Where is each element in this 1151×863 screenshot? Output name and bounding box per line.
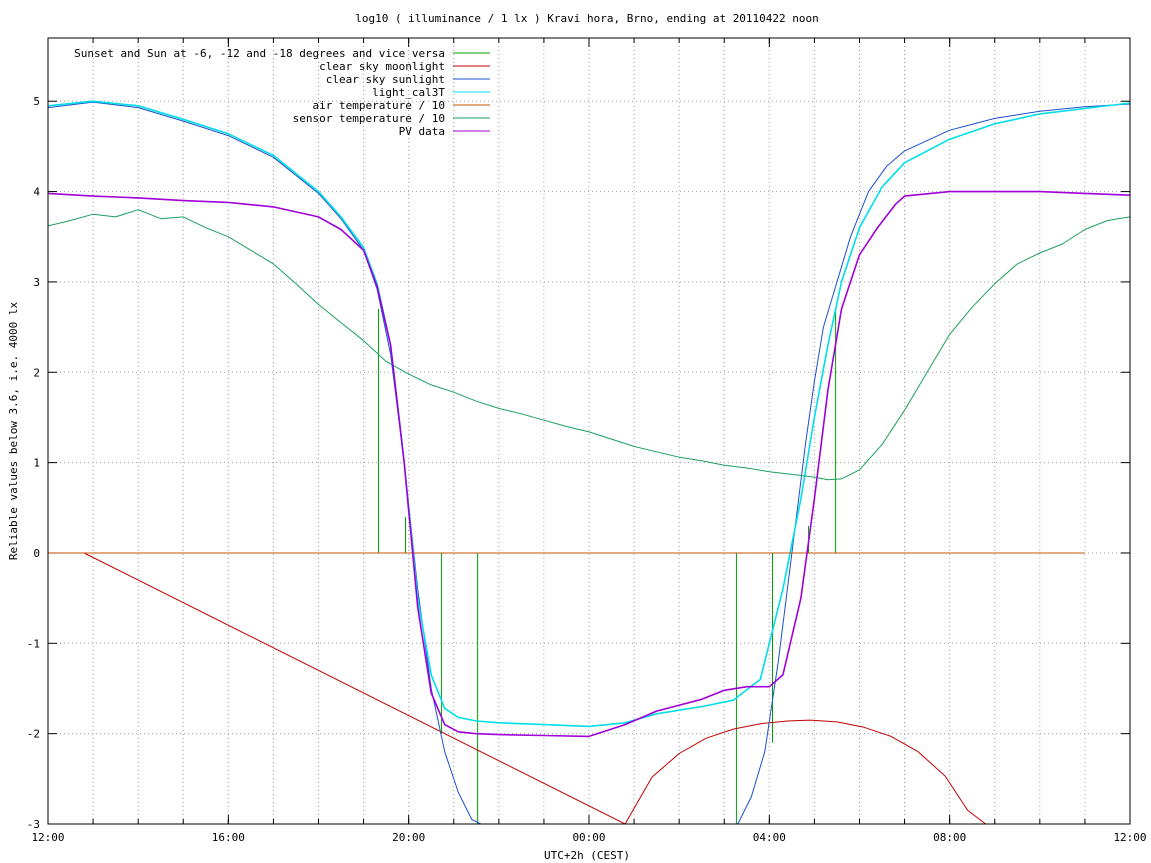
y-tick-label: -2: [27, 728, 40, 741]
y-tick-label: 2: [33, 366, 40, 379]
plot-frame: [47, 37, 1131, 825]
legend-label: clear sky moonlight: [319, 60, 445, 73]
series-line-1: [83, 552, 987, 824]
legend-label: clear sky sunlight: [326, 73, 445, 86]
series-line-6: [48, 190, 1130, 738]
legend-label: PV data: [399, 125, 445, 138]
x-tick-label: 16:00: [212, 831, 245, 844]
x-tick-label: 08:00: [933, 831, 966, 844]
x-tick-label: 04:00: [753, 831, 786, 844]
y-tick-label: 0: [33, 547, 40, 560]
y-tick-label: 4: [33, 186, 40, 199]
series-line-3: [48, 100, 1130, 728]
x-tick-label: 20:00: [392, 831, 425, 844]
legend-label: Sunset and Sun at -6, -12 and -18 degree…: [74, 47, 445, 60]
axis-ticks: 12:00 16:00 20:00 00:00 04:00 08:00 12:00 5 4 3 2 1…: [27, 38, 1147, 844]
grid: [48, 38, 1130, 824]
legend-label: sensor temperature / 10: [293, 112, 445, 125]
legend: Sunset and Sun at -6, -12 and -18 degree…: [74, 47, 490, 138]
x-tick-label: 12:00: [1113, 831, 1146, 844]
y-tick-label: 5: [33, 95, 40, 108]
y-tick-label: 3: [33, 276, 40, 289]
y-tick-label: 1: [33, 457, 40, 470]
y-axis-label: Reliable values below 3.6, i.e. 4000 lx: [7, 301, 20, 560]
series-lines: [48, 100, 1130, 824]
series-line-2: [48, 101, 1130, 824]
legend-label: air temperature / 10: [313, 99, 445, 112]
series-line-5: [48, 209, 1130, 481]
x-tick-label: 12:00: [31, 831, 64, 844]
x-axis-label: UTC+2h (CEST): [544, 849, 630, 862]
y-tick-label: -3: [27, 818, 40, 831]
legend-label: light_cal3T: [372, 86, 445, 99]
chart-title: log10 ( illuminance / 1 lx ) Kravi hora,…: [355, 12, 819, 25]
y-tick-label: -1: [27, 637, 40, 650]
x-tick-label: 00:00: [572, 831, 605, 844]
